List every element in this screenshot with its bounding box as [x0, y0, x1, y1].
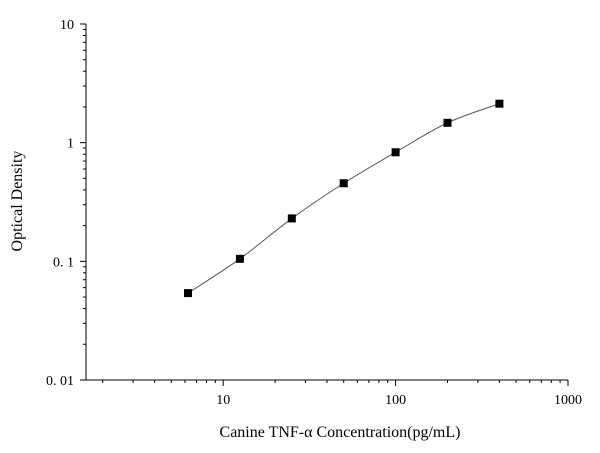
data-point-marker [495, 99, 504, 108]
tick-labels: 0. 01 0. 1 1 10 10 100 1000 [46, 18, 582, 408]
x-tick-label: 1000 [554, 393, 582, 408]
data-point-marker [287, 214, 296, 223]
y-tick-label: 0. 01 [46, 374, 74, 389]
axes [85, 24, 568, 381]
y-axis-label: Optical Density [9, 151, 26, 252]
data-point-marker [235, 254, 244, 263]
y-tick-label: 10 [60, 18, 74, 33]
series [184, 99, 504, 298]
y-tick-label: 1 [67, 137, 74, 152]
x-axis-label: Canine TNF-α Concentration(pg/mL) [220, 424, 461, 441]
x-tick-label: 100 [385, 393, 406, 408]
data-point-marker [443, 118, 452, 127]
data-point-marker [391, 148, 400, 157]
fit-curve [187, 103, 500, 294]
data-point-marker [184, 289, 193, 298]
x-tick-label: 10 [216, 393, 230, 408]
tick-marks [80, 23, 569, 386]
data-point-marker [339, 179, 348, 188]
y-tick-label: 0. 1 [53, 255, 74, 270]
